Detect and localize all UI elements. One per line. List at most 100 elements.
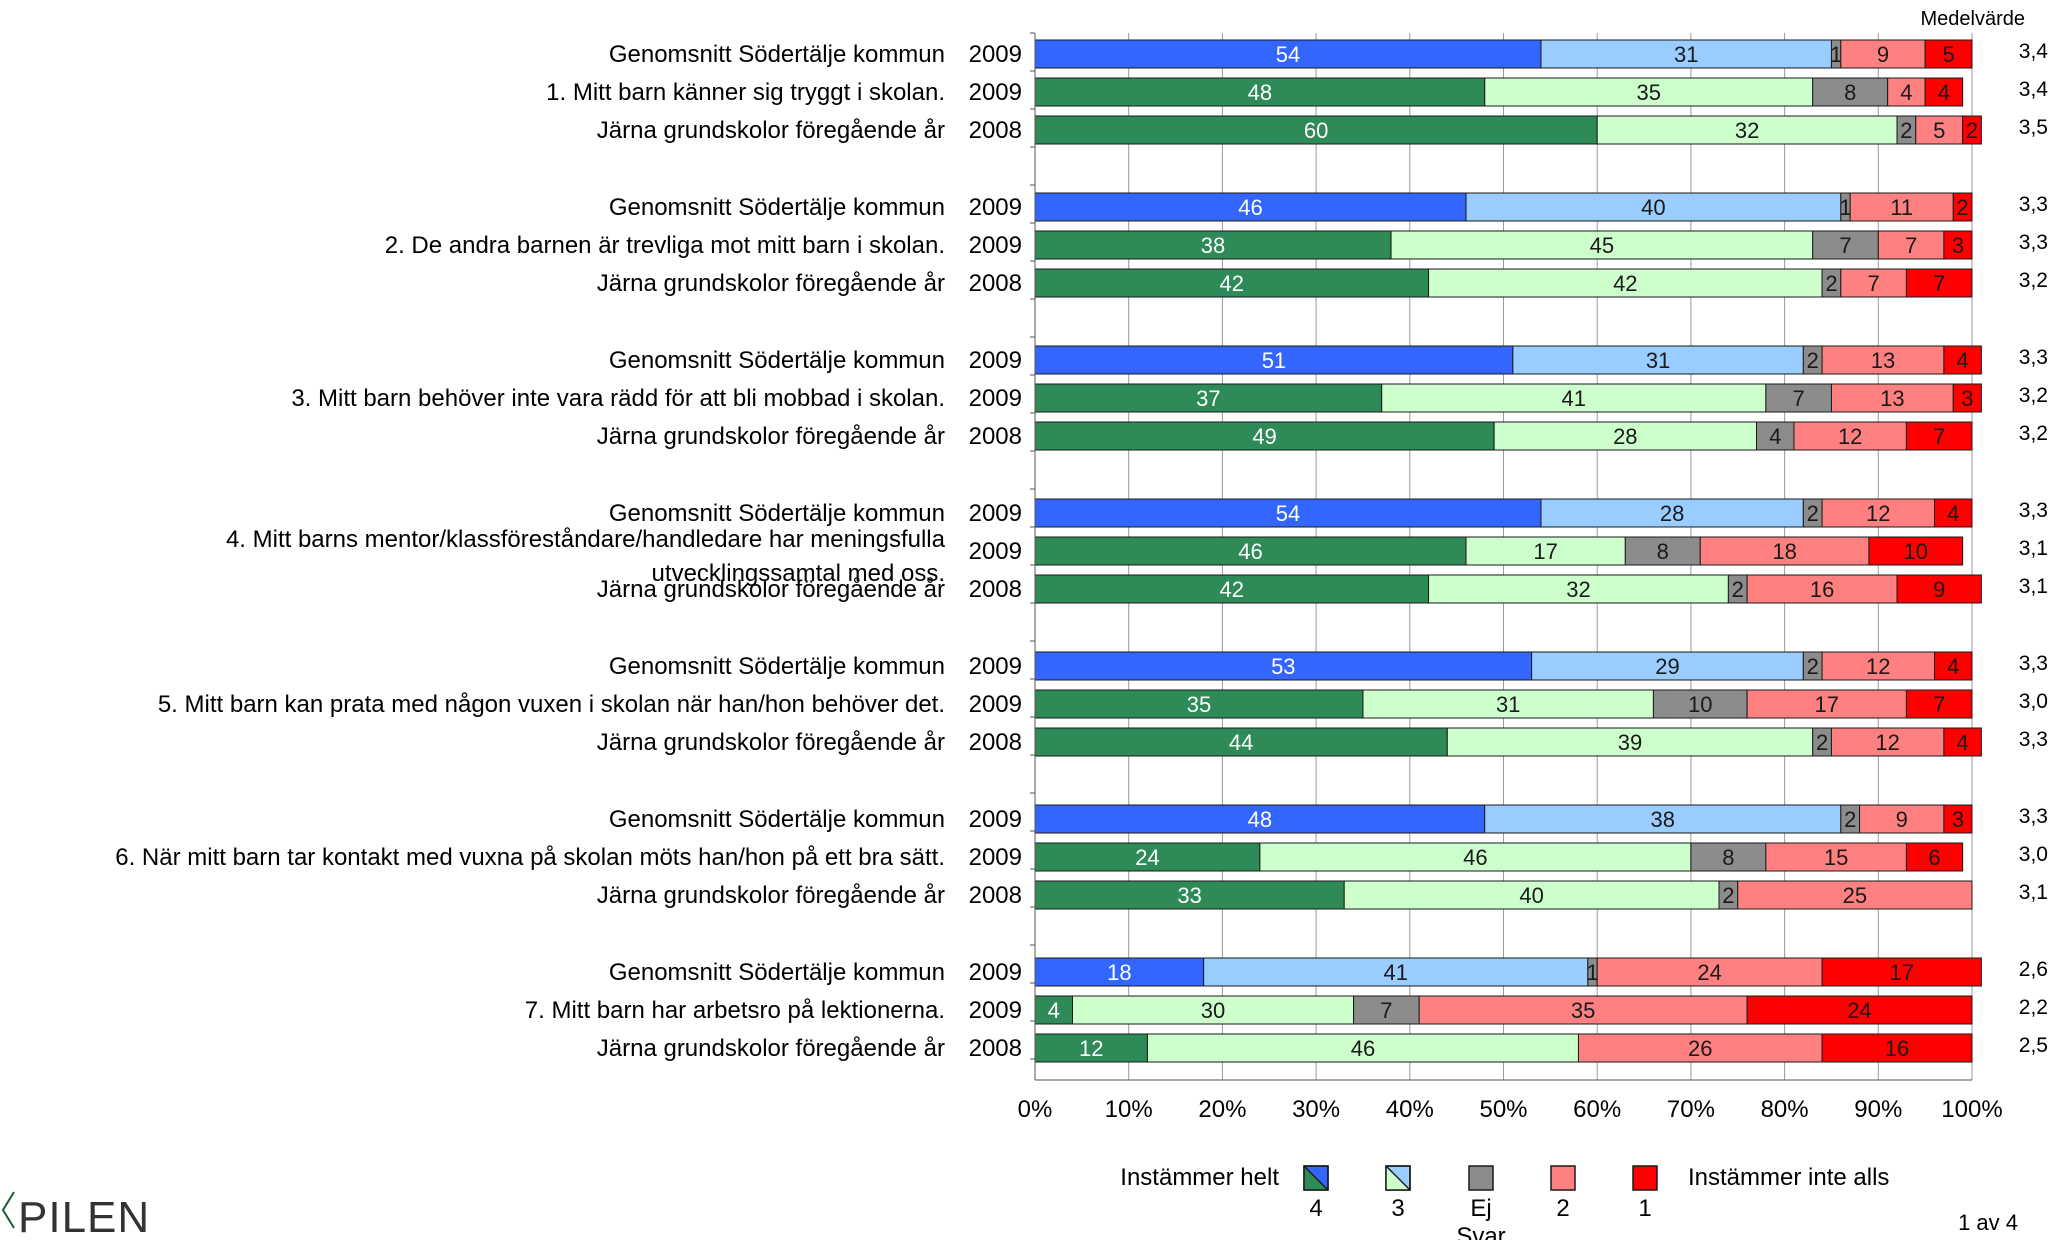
data-label: 46 (1351, 1036, 1375, 1061)
data-label: 7 (1933, 271, 1945, 296)
data-label: 12 (1875, 730, 1899, 755)
bar-segment (1690, 842, 1767, 872)
question-label: 1. Mitt barn känner sig tryggt i skolan. (546, 79, 945, 106)
row-mean: 3,4 (2019, 40, 2049, 63)
data-label: 2 (1807, 348, 1819, 373)
row-label: Genomsnitt Södertälje kommun (609, 41, 945, 68)
data-label: 31 (1646, 348, 1670, 373)
data-label: 10 (1688, 692, 1712, 717)
data-label: 28 (1660, 501, 1684, 526)
data-label: 2 (1807, 654, 1819, 679)
bars: 54 31 1 9 548 35 8 4 460 32 2 5 246 40 1 11 238 45 7 7 342 42… (1034, 39, 1982, 1063)
data-label: 26 (1688, 1036, 1712, 1061)
bar-segment (1830, 727, 1945, 757)
data-label: 42 (1220, 271, 1244, 296)
data-label: 16 (1885, 1036, 1909, 1061)
row-mean: 3,3 (2019, 346, 2048, 369)
row-mean: 3,3 (2019, 231, 2048, 254)
data-label: 46 (1238, 195, 1262, 220)
bar-segment (1737, 880, 1973, 910)
bar-segment (1596, 957, 1823, 987)
data-label: 54 (1276, 42, 1300, 67)
bar-segment (1493, 421, 1757, 451)
row-year: 2008 (969, 270, 1022, 297)
bar-segment (1765, 842, 1907, 872)
data-label: 17 (1889, 960, 1913, 985)
data-label: 45 (1590, 233, 1614, 258)
bar-segment (1362, 689, 1654, 719)
bar-segment (1034, 498, 1542, 528)
row-mean: 3,2 (2019, 269, 2048, 292)
bar-segment (1934, 498, 1973, 528)
bar-segment (1821, 651, 1936, 681)
data-label: 7 (1933, 692, 1945, 717)
x-tick-label: 100% (1941, 1096, 2002, 1123)
data-label: 7 (1905, 233, 1917, 258)
data-label: 18 (1107, 960, 1131, 985)
x-axis: 0% 10% 20% 30% 40% 50% 60% 70% 80% 90% 100% (1018, 32, 2003, 1123)
data-label: 5 (1933, 118, 1945, 143)
bar-segment (1418, 995, 1748, 1025)
data-label: 9 (1877, 42, 1889, 67)
x-tick-label: 30% (1292, 1096, 1340, 1123)
row-label: Järna grundskolor föregående år (597, 576, 945, 603)
legend-swatch-border (1385, 1165, 1411, 1191)
data-label: 40 (1641, 195, 1665, 220)
data-label: 13 (1871, 348, 1895, 373)
bar-segment (1596, 115, 1898, 145)
data-label: 8 (1722, 845, 1734, 870)
legend-swatch (1550, 1165, 1576, 1191)
data-label: 24 (1697, 960, 1721, 985)
pilen-logo: PILEN (1, 1191, 149, 1240)
data-label: 35 (1571, 998, 1595, 1023)
bar-segment (1905, 842, 1964, 872)
data-label: 4 (1957, 348, 1969, 373)
data-label: 3 (1952, 807, 1964, 832)
bar-segment (1652, 689, 1748, 719)
row-mean: 3,2 (2019, 422, 2048, 445)
row-year: 2008 (969, 1035, 1022, 1062)
data-label: 7 (1793, 386, 1805, 411)
legend-label: 3 (1391, 1195, 1404, 1222)
x-tick-label: 60% (1573, 1096, 1621, 1123)
row-year: 2009 (969, 691, 1022, 718)
bar-segment (1540, 39, 1832, 69)
row-label: Järna grundskolor föregående år (597, 882, 945, 909)
bar-segment (1512, 345, 1804, 375)
x-tick-label: 50% (1479, 1096, 1527, 1123)
bar-segment (1821, 345, 1945, 375)
row-mean: 3,2 (2019, 384, 2048, 407)
bar-segment (1746, 574, 1898, 604)
row-year: 2008 (969, 423, 1022, 450)
data-label: 9 (1933, 577, 1945, 602)
question-label: 7. Mitt barn har arbetsro på lektionerna… (525, 997, 945, 1024)
bar-segment (1203, 957, 1589, 987)
bar-segment (1034, 574, 1430, 604)
data-label: 4 (1048, 998, 1060, 1023)
bar-segment (1428, 268, 1823, 298)
bar-segment (1034, 192, 1467, 222)
row-label: Genomsnitt Södertälje kommun (609, 347, 945, 374)
data-label: 2 (1816, 730, 1828, 755)
bar-segment (1465, 536, 1626, 566)
data-label: 24 (1847, 998, 1871, 1023)
row-mean: 3,0 (2019, 843, 2048, 866)
row-mean: 3,5 (2019, 116, 2048, 139)
data-label: 18 (1772, 539, 1796, 564)
data-label: 39 (1618, 730, 1642, 755)
bar-segment (1952, 383, 1982, 413)
row-year: 2009 (969, 806, 1022, 833)
row-year: 2009 (969, 653, 1022, 680)
bar-segment (1877, 230, 1945, 260)
data-label: 15 (1824, 845, 1848, 870)
bar-segment (1034, 268, 1430, 298)
bar-segment (1484, 804, 1842, 834)
data-label: 30 (1201, 998, 1225, 1023)
bar-segment (1905, 268, 1973, 298)
data-label: 37 (1196, 386, 1220, 411)
data-label: 1 (1830, 42, 1842, 67)
legend-label: 1 (1638, 1195, 1651, 1222)
data-label: 17 (1815, 692, 1839, 717)
data-label: 9 (1896, 807, 1908, 832)
